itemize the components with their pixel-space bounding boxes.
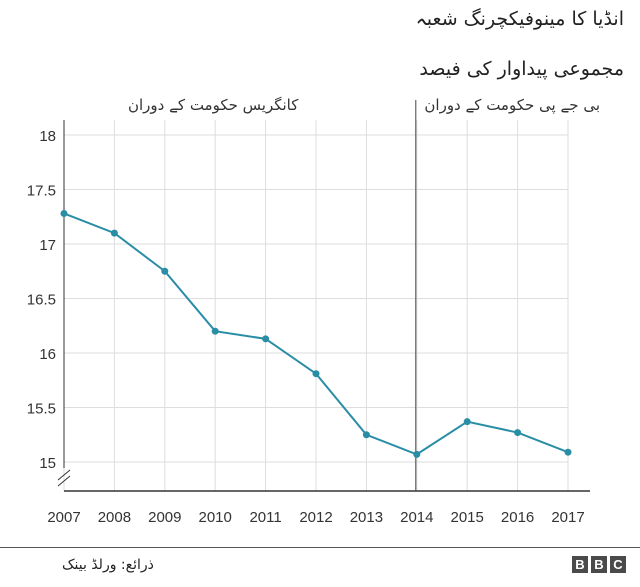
chart-title: انڈیا کا مینوفیکچرنگ شعبہ: [415, 8, 624, 30]
source-note: ذرائع: ورلڈ بینک: [62, 557, 154, 573]
y-tick-label: 18: [39, 128, 56, 145]
y-tick-labels: 18 17.5 17 16.5 16 15.5 15: [27, 128, 56, 472]
x-tick-label: 2008: [98, 509, 131, 526]
x-tick-label: 2009: [148, 509, 181, 526]
period-label-congress: کانگریس حکومت کے دوران: [128, 96, 299, 114]
series: [60, 209, 572, 458]
data-point: [362, 431, 370, 439]
x-tick-label: 2010: [199, 509, 232, 526]
data-point: [110, 229, 118, 237]
period-label-bjp: بی جے پی حکومت کے دوران: [424, 96, 600, 114]
x-tick-label: 2016: [501, 509, 534, 526]
chart-subtitle: مجموعی پیداوار کی فیصد: [419, 58, 624, 80]
axis-break-mark: [57, 469, 71, 481]
axes: [57, 100, 590, 492]
data-point: [463, 418, 471, 426]
x-tick-label: 2015: [451, 509, 484, 526]
data-point: [161, 267, 169, 275]
x-tick-labels: 2007 2008 2009 2010 2011 2012 2013 2014 2015 2016…: [47, 509, 584, 526]
data-point: [262, 335, 270, 343]
data-point: [413, 450, 421, 458]
data-point: [312, 370, 320, 378]
y-tick-label: 16: [39, 346, 56, 363]
x-tick-label: 2011: [249, 509, 281, 526]
x-tick-label: 2013: [350, 509, 383, 526]
data-point: [564, 448, 572, 456]
y-tick-label: 17: [39, 237, 56, 254]
y-tick-label: 17.5: [27, 183, 56, 200]
bbc-logo-letter: C: [610, 556, 626, 573]
y-tick-label: 15.5: [27, 401, 56, 418]
bbc-logo-letter: B: [572, 556, 588, 573]
data-point: [211, 327, 219, 335]
x-tick-label: 2007: [47, 509, 80, 526]
bbc-logo: B B C: [572, 556, 626, 573]
data-point: [514, 429, 522, 437]
x-tick-label: 2017: [551, 509, 584, 526]
y-tick-label: 15: [39, 455, 56, 472]
bbc-logo-letter: B: [591, 556, 607, 573]
axis-break-mark: [57, 475, 71, 487]
x-tick-label: 2014: [400, 509, 433, 526]
grid-lines: [63, 120, 569, 491]
y-tick-label: 16.5: [27, 292, 56, 309]
footer-divider: [0, 547, 640, 548]
data-point: [60, 209, 68, 217]
x-tick-label: 2012: [299, 509, 332, 526]
